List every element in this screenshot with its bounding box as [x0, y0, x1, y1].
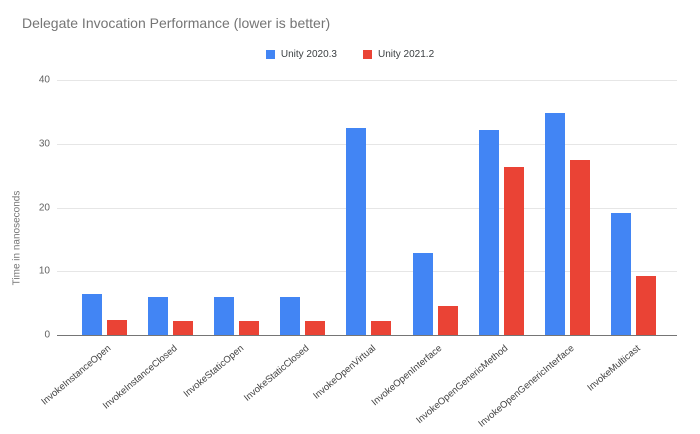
bar-group-InvokeOpenVirtual: [336, 80, 402, 335]
bar-InvokeMulticast-Unity-2020.3: [611, 213, 632, 335]
y-tick-label-40: 40: [38, 74, 50, 86]
bar-group-InvokeInstanceClosed: [137, 80, 203, 335]
bar-InvokeInstanceOpen-Unity-2021.2: [106, 319, 127, 335]
gridline-40: [57, 80, 677, 81]
bar-InvokeOpenInterface-Unity-2020.3: [412, 253, 433, 335]
chart-legend: Unity 2020.3 Unity 2021.2: [0, 49, 700, 60]
x-category-label-InvokeInstanceOpen: InvokeInstanceOpen: [39, 343, 114, 408]
bar-group-InvokeInstanceOpen: [71, 80, 137, 335]
y-tick-label-0: 0: [44, 329, 50, 341]
legend-label: Unity 2021.2: [378, 49, 435, 60]
bar-InvokeStaticClosed-Unity-2021.2: [305, 320, 326, 335]
legend-swatch-icon: [363, 50, 372, 59]
bar-InvokeInstanceClosed-Unity-2020.3: [147, 296, 168, 335]
legend-label: Unity 2020.3: [280, 49, 337, 60]
x-category-label-InvokeMulticast: InvokeMulticast: [585, 343, 643, 394]
y-tick-label-20: 20: [38, 202, 50, 213]
x-axis-line: [57, 335, 677, 336]
bar-InvokeOpenGenericInterface-Unity-2021.2: [570, 160, 591, 335]
chart-title: Delegate Invocation Performance (lower i…: [22, 15, 331, 31]
bar-InvokeOpenInterface-Unity-2021.2: [437, 306, 458, 335]
legend-swatch-icon: [265, 50, 275, 59]
x-category-label-InvokeStaticOpen: InvokeStaticOpen: [181, 343, 246, 400]
bar-InvokeStaticOpen-Unity-2021.2: [239, 320, 260, 335]
x-category-label-InvokeInstanceClosed: InvokeInstanceClosed: [100, 343, 180, 412]
y-tick-label-30: 30: [38, 138, 50, 150]
bar-group-InvokeMulticast: [601, 80, 667, 335]
bar-group-InvokeOpenInterface: [402, 80, 468, 335]
x-category-label-InvokeStaticClosed: InvokeStaticClosed: [242, 343, 312, 404]
gridline-10: [57, 271, 677, 273]
bar-InvokeMulticast-Unity-2021.2: [636, 276, 657, 335]
y-tick-label-10: 10: [38, 265, 50, 277]
legend-item-unity-2020: Unity 2020.3: [265, 49, 337, 60]
bar-group-InvokeOpenGenericMethod: [468, 80, 534, 335]
bar-InvokeOpenVirtual-Unity-2020.3: [346, 128, 367, 335]
gridline-20: [57, 207, 677, 209]
bar-InvokeOpenGenericMethod-Unity-2021.2: [503, 166, 524, 335]
bar-InvokeStaticOpen-Unity-2020.3: [214, 296, 235, 335]
bar-InvokeOpenGenericMethod-Unity-2020.3: [478, 130, 499, 335]
plot-area: 0 10 20 30 40 InvokeInstanceOpen InvokeInstan…: [39, 75, 677, 430]
legend-item-unity-2021: Unity 2021.2: [363, 49, 434, 60]
bar-InvokeInstanceClosed-Unity-2021.2: [172, 320, 193, 335]
x-category-label-InvokeOpenVirtual: InvokeOpenVirtual: [311, 343, 379, 402]
bar-InvokeOpenVirtual-Unity-2021.2: [371, 320, 392, 335]
bar-InvokeInstanceOpen-Unity-2020.3: [81, 293, 102, 335]
bar-group-InvokeStaticClosed: [270, 80, 336, 335]
bar-InvokeStaticClosed-Unity-2020.3: [280, 297, 301, 335]
bar-InvokeOpenGenericInterface-Unity-2020.3: [545, 113, 566, 335]
x-category-label-InvokeOpenInterface: InvokeOpenInterface: [369, 343, 445, 409]
bar-group-InvokeStaticOpen: [203, 80, 269, 335]
gridline-30: [57, 143, 677, 145]
bar-group-InvokeOpenGenericInterface: [535, 80, 601, 335]
bar-series-container: [71, 80, 667, 335]
